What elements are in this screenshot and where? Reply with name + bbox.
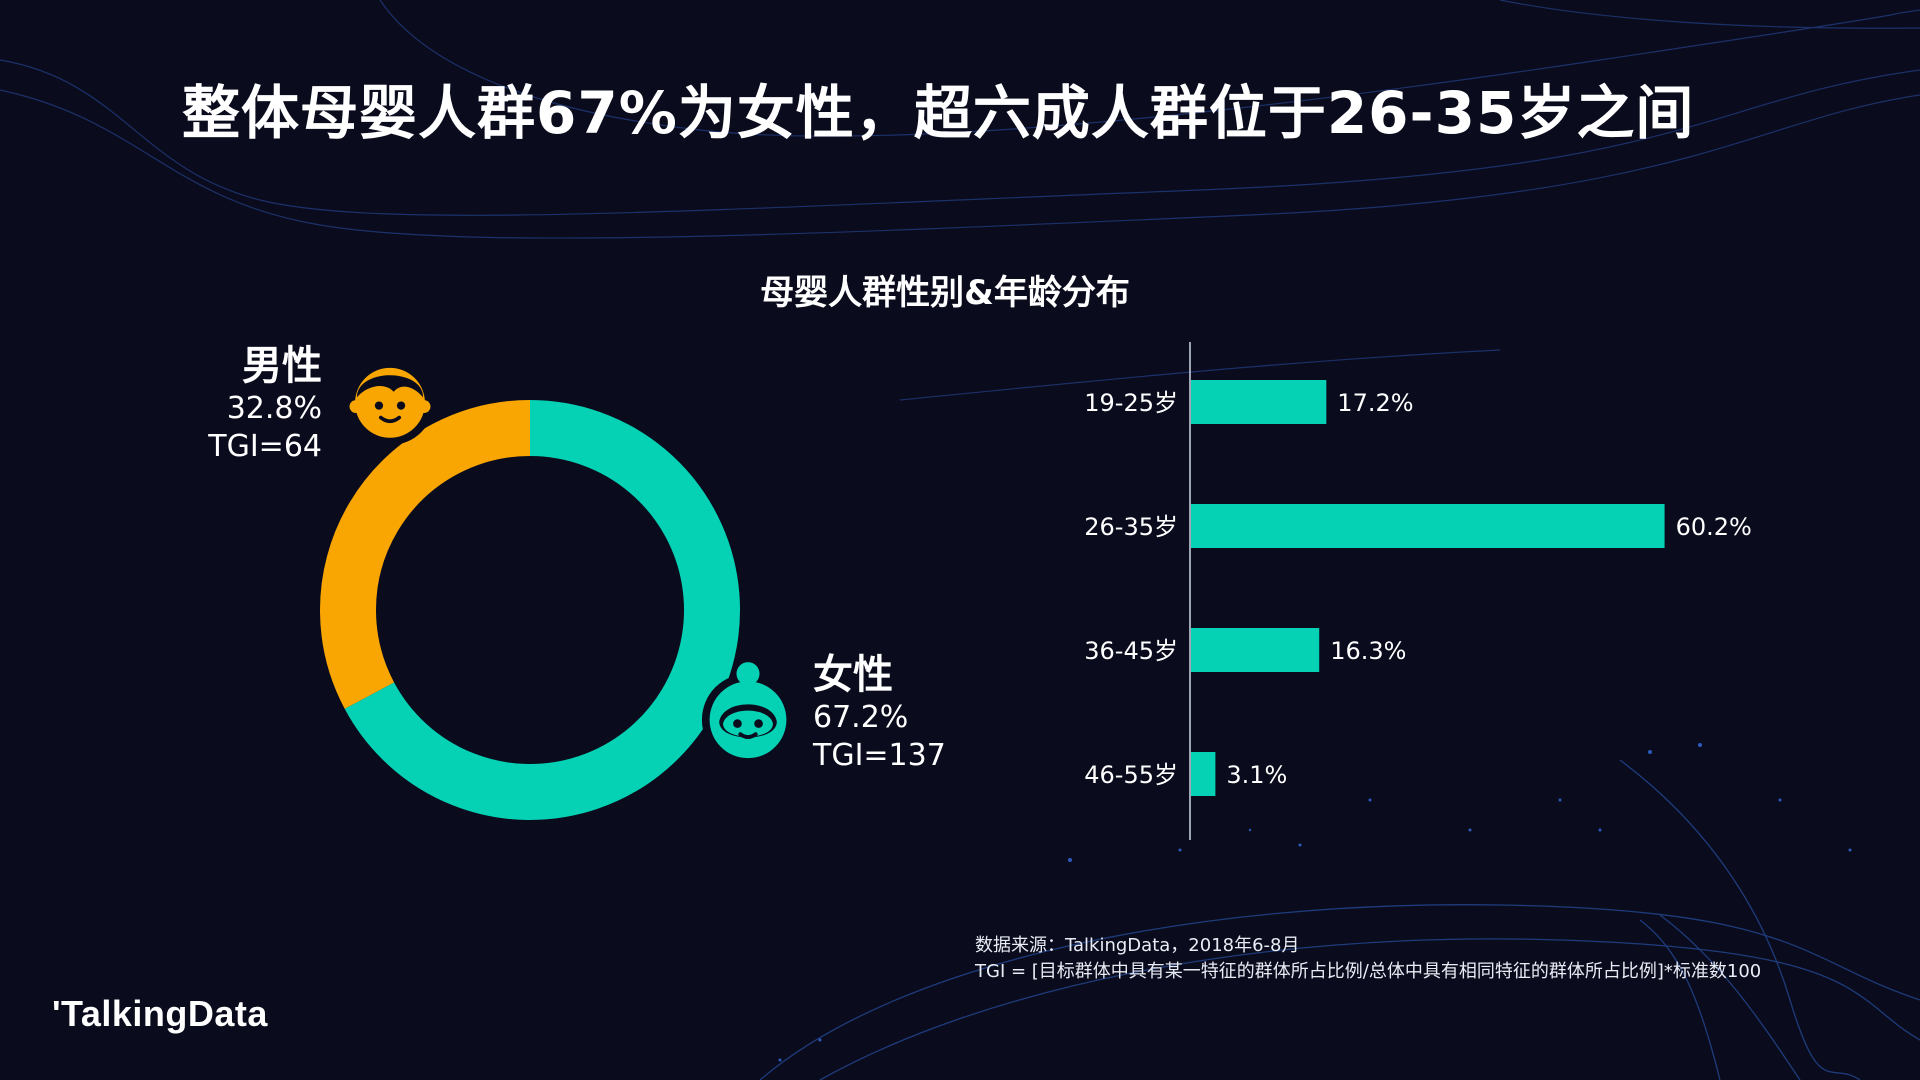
tgi-definition: TGI = [目标群体中具有某一特征的群体所占比例/总体中具有相同特征的群体所占… <box>975 961 1762 982</box>
source-note: 数据来源：TalkingData，2018年6-8月 TGI = [目标群体中具… <box>975 933 1761 985</box>
age-bar-value-label: 16.3% <box>1330 637 1406 665</box>
male-label-name: 男性 <box>242 343 322 389</box>
talkingdata-logo: 'TalkingData <box>52 993 268 1034</box>
age-bar-value-label: 60.2% <box>1676 513 1752 541</box>
age-bar-chart: 19-25岁 17.2% 26-35岁 60.2% 36-45岁 16.3% 46-55岁 3… <box>1084 342 1752 840</box>
source-line: 数据来源：TalkingData，2018年6-8月 <box>975 935 1300 956</box>
age-bar <box>1191 380 1327 424</box>
chart-title: 母婴人群性别&年龄分布 <box>760 273 1130 313</box>
male-face-icon <box>345 356 435 446</box>
age-bar-value-label: 17.2% <box>1337 389 1413 417</box>
page-title: 整体母婴人群67%为女性，超六成人群位于26-35岁之间 <box>182 79 1695 147</box>
male-label-value: 32.8% <box>226 391 322 426</box>
donut-slice-male <box>320 400 531 709</box>
age-bar <box>1191 628 1320 672</box>
male-label: 男性 32.8% TGI=64 <box>208 342 322 466</box>
age-bar <box>1191 752 1216 796</box>
age-bar <box>1191 504 1665 548</box>
female-label: 女性 67.2% TGI=137 <box>813 651 946 775</box>
age-category-label: 19-25岁 <box>1084 389 1178 417</box>
age-category-label: 26-35岁 <box>1084 513 1178 541</box>
age-bar-value-label: 3.1% <box>1226 761 1287 789</box>
female-label-value: 67.2% <box>813 700 909 735</box>
female-face-icon <box>701 662 795 766</box>
female-label-name: 女性 <box>813 652 893 698</box>
age-category-label: 36-45岁 <box>1084 637 1178 665</box>
male-label-tgi: TGI=64 <box>208 429 322 464</box>
gender-donut-chart <box>320 400 740 820</box>
age-category-label: 46-55岁 <box>1084 761 1178 789</box>
donut-slice-female <box>344 400 740 820</box>
female-label-tgi: TGI=137 <box>813 738 946 773</box>
